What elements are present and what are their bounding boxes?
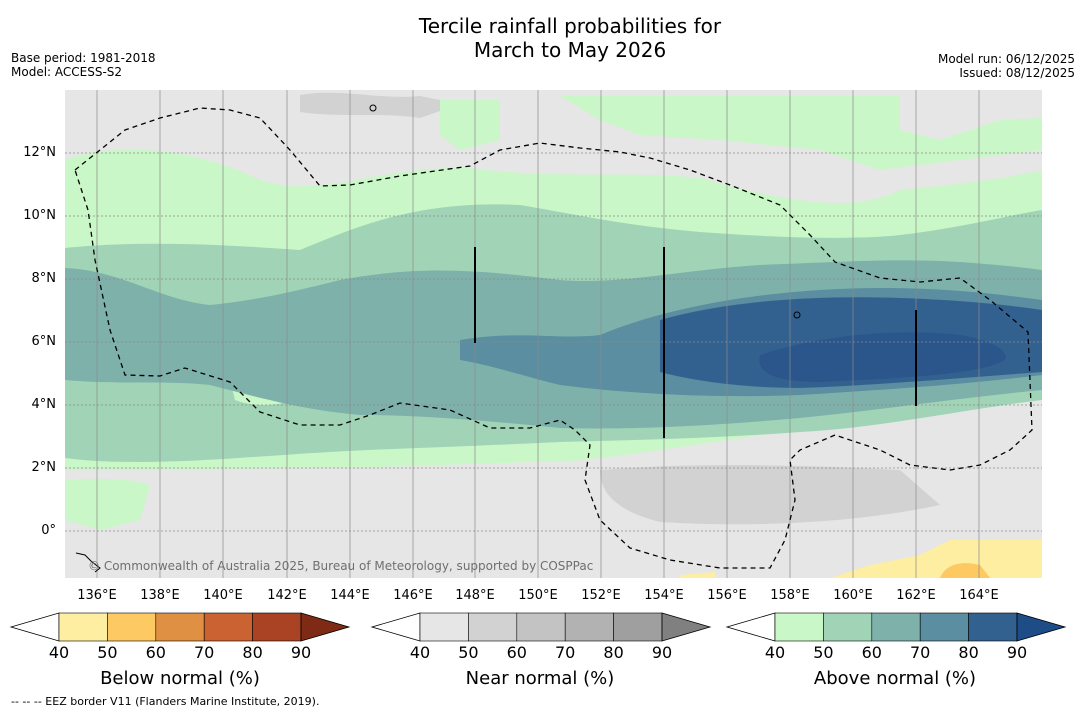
map-title: Tercile rainfall probabilities for March… — [0, 14, 1085, 62]
base-period: Base period: 1981-2018 — [11, 51, 156, 65]
above-normal-area-40 — [440, 100, 500, 150]
latitude-label: 2°N — [31, 460, 57, 475]
colorbar-tick-label: 70 — [194, 643, 215, 662]
colorbar-extend-high — [1016, 612, 1067, 642]
latitude-label: 12°N — [23, 145, 56, 160]
colorbar-tick-label: 90 — [1006, 643, 1028, 662]
colorbar-extend-low — [725, 612, 776, 642]
colorbar-above-normal — [725, 612, 1067, 642]
colorbar-tick-label: 40 — [48, 643, 70, 662]
title-line-1: Tercile rainfall probabilities for — [418, 14, 722, 38]
longitude-label: 140°E — [203, 588, 243, 603]
colorbar-segment — [613, 612, 663, 642]
island — [369, 104, 377, 112]
colorbar-segment — [252, 612, 302, 642]
colorbar-segment — [968, 612, 1018, 642]
colorbar-tick-label: 80 — [603, 643, 624, 662]
colorbar-extend-high — [661, 612, 712, 642]
colorbar-extend-high — [300, 612, 351, 642]
colorbar-segment — [564, 612, 614, 642]
latitude-label: 0° — [41, 523, 56, 538]
below-normal-title: Below normal (%) — [100, 668, 260, 689]
colorbar-segment — [155, 612, 205, 642]
near-normal-patch — [300, 92, 460, 118]
colorbar-segment — [107, 612, 157, 642]
longitude-label: 164°E — [959, 588, 999, 603]
eez-border — [74, 107, 1033, 569]
colorbar-segment — [774, 612, 824, 642]
longitude-label: 152°E — [581, 588, 621, 603]
longitude-label: 154°E — [644, 588, 684, 603]
latitude-label: 4°N — [31, 397, 57, 412]
island — [75, 552, 101, 573]
colorbar-tick-label: 60 — [145, 643, 166, 662]
colorbar-tick-label: 50 — [813, 643, 834, 662]
colorbar-tick-label: 80 — [242, 643, 263, 662]
longitude-label: 146°E — [393, 588, 433, 603]
colorbar-below-normal — [9, 612, 351, 642]
colorbar-segment — [468, 612, 518, 642]
longitude-label: 150°E — [518, 588, 558, 603]
above-normal-title: Above normal (%) — [813, 668, 977, 689]
colorbar-segment — [919, 612, 969, 642]
copyright-text: © Commonwealth of Australia 2025, Bureau… — [88, 559, 594, 573]
latitude-label: 6°N — [31, 334, 57, 349]
longitude-label: 156°E — [707, 588, 747, 603]
colorbar-near-normal — [370, 612, 712, 642]
above-normal-area-80 — [759, 332, 1006, 382]
colorbar-tick-label: 40 — [409, 643, 431, 662]
model-run: Model run: 06/12/2025 — [937, 52, 1075, 66]
meta-left: Base period: 1981-2018 Model: ACCESS-S2 — [11, 51, 156, 79]
title-line-2: March to May 2026 — [473, 38, 667, 62]
longitude-label: 136°E — [77, 588, 117, 603]
longitude-label: 158°E — [770, 588, 810, 603]
colorbar-tick-label: 50 — [97, 643, 118, 662]
longitude-label: 144°E — [330, 588, 370, 603]
colorbar-tick-label: 50 — [458, 643, 479, 662]
longitude-label: 142°E — [267, 588, 307, 603]
colorbar-segment — [871, 612, 921, 642]
graticule — [65, 90, 1042, 578]
near-normal-title: Near normal (%) — [465, 668, 615, 689]
above-normal-area-40 — [560, 96, 1042, 170]
longitude-label: 138°E — [140, 588, 180, 603]
colorbar-segment — [516, 612, 566, 642]
issued-date: Issued: 08/12/2025 — [959, 66, 1075, 80]
colorbar-tick-label: 70 — [910, 643, 931, 662]
below-normal-area-40 — [830, 540, 1042, 578]
colorbar-segment — [58, 612, 108, 642]
probability-field — [65, 90, 1042, 578]
longitude-label: 148°E — [455, 588, 495, 603]
colorbar-segment — [823, 612, 873, 642]
colorbar-tick-label: 70 — [555, 643, 576, 662]
colorbar-segment — [203, 612, 253, 642]
island — [793, 311, 801, 319]
colorbar-extend-low — [9, 612, 60, 642]
near-normal-patch — [600, 465, 940, 525]
colorbar-tick-label: 90 — [290, 643, 312, 662]
model-name: Model: ACCESS-S2 — [11, 65, 123, 79]
colorbar-segment — [419, 612, 469, 642]
colorbar-tick-label: 90 — [651, 643, 673, 662]
colorbar-tick-label: 40 — [764, 643, 786, 662]
above-normal-area-40 — [65, 478, 150, 530]
below-normal-area-40 — [680, 572, 715, 578]
latitude-label: 8°N — [31, 271, 57, 286]
longitude-label: 160°E — [833, 588, 873, 603]
below-normal-area-50 — [940, 563, 990, 578]
colorbar-tick-label: 60 — [506, 643, 527, 662]
colorbar-tick-label: 60 — [861, 643, 882, 662]
colorbar-tick-label: 80 — [958, 643, 979, 662]
meta-right: Model run: 06/12/2025 Issued: 08/12/2025 — [938, 52, 1075, 80]
eez-footnote: -- -- -- EEZ border V11 (Flanders Marine… — [11, 695, 320, 708]
colorbar-extend-low — [370, 612, 421, 642]
longitude-label: 162°E — [896, 588, 936, 603]
latitude-label: 10°N — [23, 208, 56, 223]
